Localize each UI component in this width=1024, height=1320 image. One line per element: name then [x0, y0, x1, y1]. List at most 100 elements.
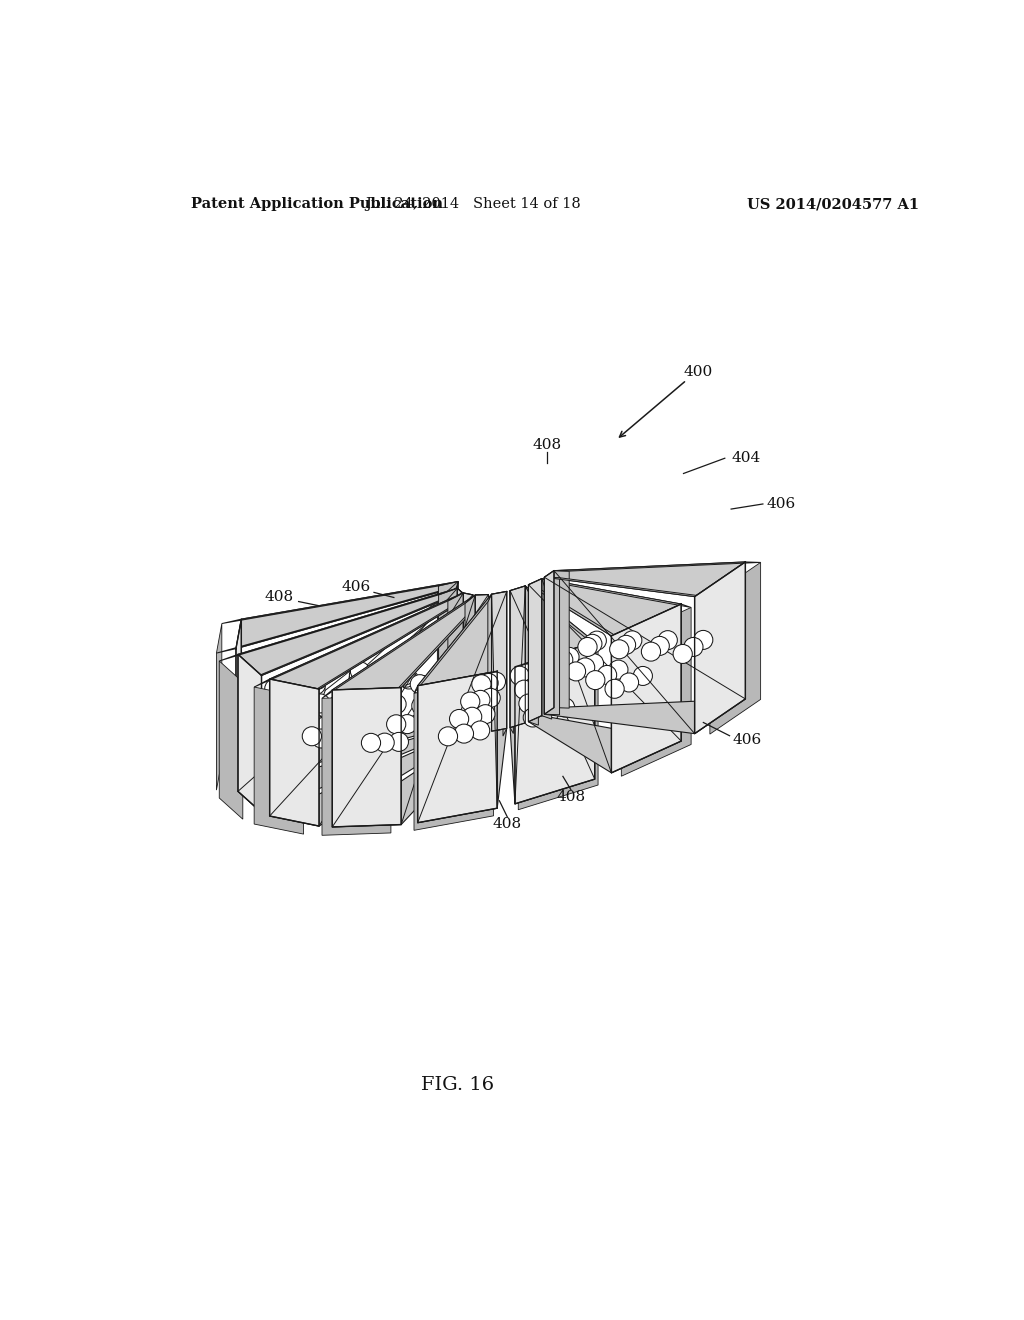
Ellipse shape: [438, 727, 458, 746]
Polygon shape: [216, 587, 457, 653]
Ellipse shape: [560, 647, 579, 667]
Ellipse shape: [605, 680, 625, 698]
Ellipse shape: [399, 671, 419, 689]
Ellipse shape: [314, 697, 334, 717]
Ellipse shape: [586, 671, 605, 689]
Ellipse shape: [380, 693, 399, 713]
Polygon shape: [414, 594, 492, 693]
Ellipse shape: [510, 667, 529, 685]
Ellipse shape: [268, 708, 288, 727]
Polygon shape: [515, 642, 595, 804]
Ellipse shape: [535, 673, 554, 693]
Ellipse shape: [479, 673, 499, 693]
Polygon shape: [542, 578, 691, 607]
Polygon shape: [528, 585, 622, 639]
Ellipse shape: [354, 713, 374, 731]
Ellipse shape: [450, 709, 469, 729]
Ellipse shape: [472, 675, 490, 694]
Polygon shape: [611, 605, 681, 772]
Ellipse shape: [658, 631, 677, 649]
Ellipse shape: [693, 631, 713, 649]
Polygon shape: [238, 589, 462, 676]
Polygon shape: [545, 577, 559, 714]
Polygon shape: [418, 591, 507, 685]
Ellipse shape: [307, 671, 327, 689]
Polygon shape: [492, 591, 507, 731]
Polygon shape: [238, 725, 462, 813]
Ellipse shape: [302, 727, 322, 746]
Text: 406: 406: [733, 733, 762, 747]
Polygon shape: [542, 578, 552, 719]
Ellipse shape: [524, 661, 544, 681]
Ellipse shape: [470, 721, 489, 741]
Ellipse shape: [532, 690, 551, 709]
Text: 404: 404: [731, 451, 761, 465]
Polygon shape: [254, 593, 463, 686]
Polygon shape: [236, 619, 242, 785]
Polygon shape: [554, 562, 761, 572]
Ellipse shape: [583, 635, 602, 653]
Ellipse shape: [311, 729, 331, 748]
Ellipse shape: [361, 734, 381, 752]
Polygon shape: [545, 570, 554, 714]
Text: FIG. 16: FIG. 16: [421, 1076, 494, 1094]
Polygon shape: [710, 562, 761, 734]
Ellipse shape: [358, 685, 378, 705]
Polygon shape: [437, 587, 457, 729]
Ellipse shape: [387, 715, 406, 734]
Ellipse shape: [463, 708, 481, 726]
Polygon shape: [503, 591, 507, 737]
Polygon shape: [269, 678, 319, 826]
Ellipse shape: [547, 653, 566, 672]
Polygon shape: [475, 594, 488, 733]
Ellipse shape: [429, 696, 449, 714]
Ellipse shape: [323, 731, 341, 750]
Polygon shape: [545, 577, 710, 597]
Polygon shape: [322, 696, 391, 836]
Polygon shape: [545, 698, 745, 734]
Ellipse shape: [419, 677, 438, 696]
Text: Patent Application Publication: Patent Application Publication: [191, 197, 443, 211]
Ellipse shape: [585, 653, 603, 673]
Ellipse shape: [623, 631, 642, 649]
Polygon shape: [528, 578, 542, 722]
Ellipse shape: [540, 704, 559, 722]
Polygon shape: [332, 594, 488, 690]
Ellipse shape: [346, 711, 366, 730]
Text: 408: 408: [264, 590, 293, 605]
Ellipse shape: [517, 664, 537, 682]
Polygon shape: [219, 589, 458, 661]
Polygon shape: [465, 595, 475, 741]
Ellipse shape: [350, 661, 370, 681]
Ellipse shape: [597, 665, 616, 685]
Ellipse shape: [673, 644, 692, 664]
Polygon shape: [303, 595, 473, 697]
Polygon shape: [458, 589, 462, 729]
Ellipse shape: [437, 677, 456, 697]
Ellipse shape: [450, 677, 469, 696]
Ellipse shape: [272, 713, 292, 731]
Ellipse shape: [525, 677, 544, 696]
Polygon shape: [243, 593, 462, 682]
Ellipse shape: [545, 686, 564, 705]
Polygon shape: [622, 607, 691, 776]
Ellipse shape: [387, 694, 407, 714]
Ellipse shape: [374, 692, 393, 711]
Polygon shape: [510, 590, 513, 734]
Ellipse shape: [397, 714, 417, 734]
Polygon shape: [554, 570, 569, 708]
Ellipse shape: [641, 642, 660, 661]
Polygon shape: [216, 623, 222, 791]
Polygon shape: [478, 594, 488, 741]
Ellipse shape: [486, 672, 506, 692]
Ellipse shape: [263, 685, 283, 704]
Polygon shape: [487, 594, 492, 739]
Text: 406: 406: [342, 581, 371, 594]
Ellipse shape: [566, 661, 586, 681]
Ellipse shape: [684, 638, 703, 656]
Ellipse shape: [353, 680, 372, 700]
Polygon shape: [236, 718, 458, 785]
Polygon shape: [219, 661, 243, 820]
Ellipse shape: [578, 638, 597, 656]
Polygon shape: [418, 671, 498, 822]
